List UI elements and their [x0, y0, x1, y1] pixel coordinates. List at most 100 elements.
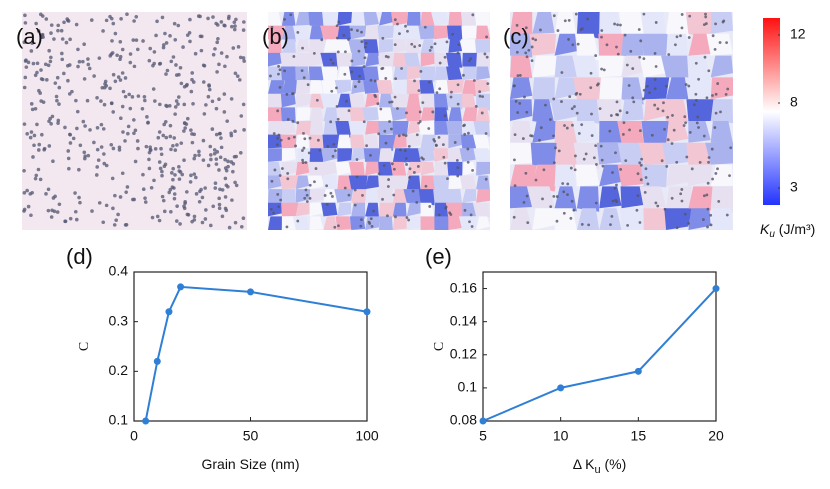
grain [323, 161, 340, 176]
dot [143, 196, 147, 200]
dot [301, 161, 305, 164]
colorbar-tick-label: 12 [790, 26, 806, 42]
dot [140, 107, 145, 111]
dot [527, 48, 531, 52]
dot [208, 144, 213, 149]
dot [22, 122, 27, 126]
grain [281, 25, 296, 42]
dot [235, 74, 240, 78]
dot [637, 28, 641, 31]
grain [599, 12, 622, 35]
grain [351, 52, 366, 67]
dot [370, 224, 374, 228]
dot [665, 165, 669, 168]
dot [405, 111, 408, 115]
dot [725, 213, 729, 217]
grain [638, 142, 667, 165]
grain [281, 148, 296, 162]
dot [191, 101, 195, 106]
dot [374, 95, 378, 98]
grain [378, 52, 396, 69]
dot [574, 154, 577, 158]
dot [110, 176, 115, 181]
dot [644, 167, 648, 171]
dot [276, 136, 280, 140]
dot [173, 148, 178, 152]
dot [350, 70, 354, 74]
grain [532, 12, 555, 34]
dot [394, 215, 397, 219]
grain [268, 93, 283, 109]
dot [81, 59, 85, 64]
dot [595, 163, 598, 166]
dot [40, 32, 45, 37]
dot [197, 153, 201, 157]
dot [456, 166, 460, 170]
dot [111, 110, 115, 114]
dot [714, 111, 718, 115]
dot [242, 20, 246, 24]
dot [484, 177, 488, 181]
grain [418, 25, 435, 40]
dot [478, 94, 482, 98]
dot [688, 130, 692, 134]
dot [281, 167, 284, 170]
dot [393, 95, 397, 99]
dot [241, 216, 246, 221]
dot [46, 208, 51, 213]
dot [35, 70, 39, 75]
dot [285, 225, 289, 229]
grain [448, 216, 463, 230]
grain [309, 216, 324, 230]
dot [381, 197, 384, 201]
dot [29, 102, 34, 106]
dot [30, 107, 35, 112]
dot [631, 96, 635, 100]
dot [50, 114, 55, 119]
dot [202, 112, 207, 116]
grain [377, 107, 396, 122]
dot [373, 79, 377, 83]
dot [342, 33, 346, 37]
grain [365, 121, 381, 135]
dot [560, 71, 564, 74]
dot [379, 107, 383, 111]
dot [182, 84, 187, 89]
dot [680, 188, 684, 191]
dot [121, 89, 126, 94]
grain [573, 142, 600, 170]
grain [365, 161, 381, 176]
dot [49, 121, 53, 126]
dot [577, 132, 581, 135]
dot [312, 51, 316, 55]
dot [49, 55, 53, 60]
dot [563, 124, 566, 127]
dot [146, 120, 150, 125]
grain [666, 186, 693, 209]
grain [348, 175, 368, 193]
grain [406, 134, 421, 149]
dot [615, 183, 618, 187]
grain [392, 189, 407, 203]
grain [532, 121, 557, 143]
grain [685, 12, 716, 39]
grain [295, 175, 311, 190]
dot [582, 157, 586, 161]
grain [431, 12, 449, 26]
dot [66, 156, 71, 161]
dot [469, 213, 473, 217]
dot [45, 78, 49, 82]
dot [404, 157, 408, 160]
grain [321, 202, 338, 217]
dot [111, 146, 116, 151]
dot [168, 34, 172, 38]
dot [174, 219, 179, 223]
dot [234, 183, 239, 188]
grain [475, 39, 490, 53]
grain [532, 164, 560, 192]
dot [104, 18, 109, 23]
dot [239, 224, 244, 229]
x-label-part: Grain Size (nm) [201, 456, 299, 472]
dot [141, 187, 146, 192]
grain [447, 161, 463, 179]
